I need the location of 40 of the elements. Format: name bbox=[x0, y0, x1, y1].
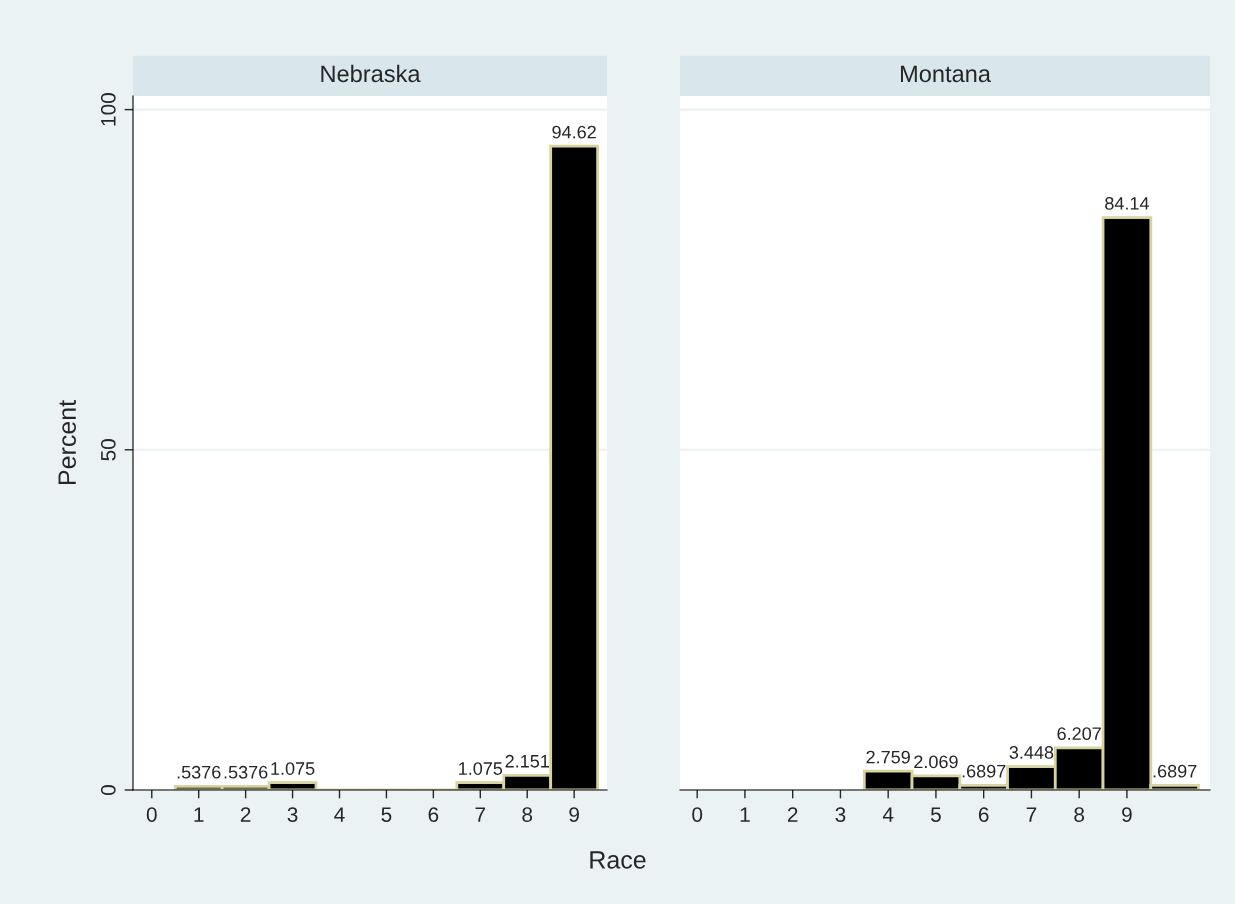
y-tick-label: 0 bbox=[100, 785, 116, 795]
data-label: 1.075 bbox=[271, 762, 315, 775]
x-tick-label: 7 bbox=[1026, 807, 1037, 822]
data-label: .5376 bbox=[177, 765, 221, 779]
chart-title: Montana bbox=[901, 65, 991, 83]
data-label: .6897 bbox=[962, 764, 1006, 778]
x-tick-label: 4 bbox=[882, 807, 894, 822]
x-tick-label: 2 bbox=[787, 807, 798, 822]
x-tick-label: 3 bbox=[835, 807, 846, 822]
y-axis-title: Percent bbox=[58, 400, 76, 485]
data-label: 2.759 bbox=[866, 750, 910, 764]
data-label: 94.62 bbox=[552, 125, 596, 139]
x-tick-label: 0 bbox=[692, 807, 703, 822]
data-label: .5376 bbox=[224, 765, 268, 779]
x-tick-label: 5 bbox=[930, 807, 941, 822]
x-tick-label: 7 bbox=[475, 807, 486, 822]
x-tick-label: 0 bbox=[146, 807, 157, 822]
x-tick-label: 4 bbox=[334, 807, 345, 822]
data-label: 84.14 bbox=[1105, 197, 1149, 210]
x-tick-label: 9 bbox=[1122, 807, 1132, 822]
x-tick-label: 9 bbox=[569, 807, 579, 822]
data-label: 6.207 bbox=[1057, 727, 1101, 741]
x-tick-label: 3 bbox=[287, 807, 298, 822]
y-tick-label: 50 bbox=[100, 439, 116, 461]
data-label: 3.448 bbox=[1009, 746, 1054, 759]
data-label: 2.151 bbox=[505, 754, 549, 768]
x-tick-label: 5 bbox=[381, 807, 392, 822]
x-tick-label: 8 bbox=[522, 807, 533, 822]
x-tick-label: 6 bbox=[978, 807, 989, 822]
y-tick-label: 100 bbox=[100, 93, 116, 126]
x-tick-label: 6 bbox=[428, 807, 439, 822]
chart-title: Nebraska bbox=[321, 64, 421, 83]
data-label: 1.075 bbox=[459, 762, 503, 775]
x-tick-label: 1 bbox=[740, 807, 750, 822]
x-tick-label: 2 bbox=[240, 807, 251, 822]
data-label: 2.069 bbox=[914, 755, 958, 769]
data-label: .6897 bbox=[1153, 764, 1197, 778]
x-tick-label: 1 bbox=[194, 807, 204, 822]
x-tick-label: 8 bbox=[1074, 807, 1085, 822]
x-axis-title: Race bbox=[590, 851, 646, 869]
